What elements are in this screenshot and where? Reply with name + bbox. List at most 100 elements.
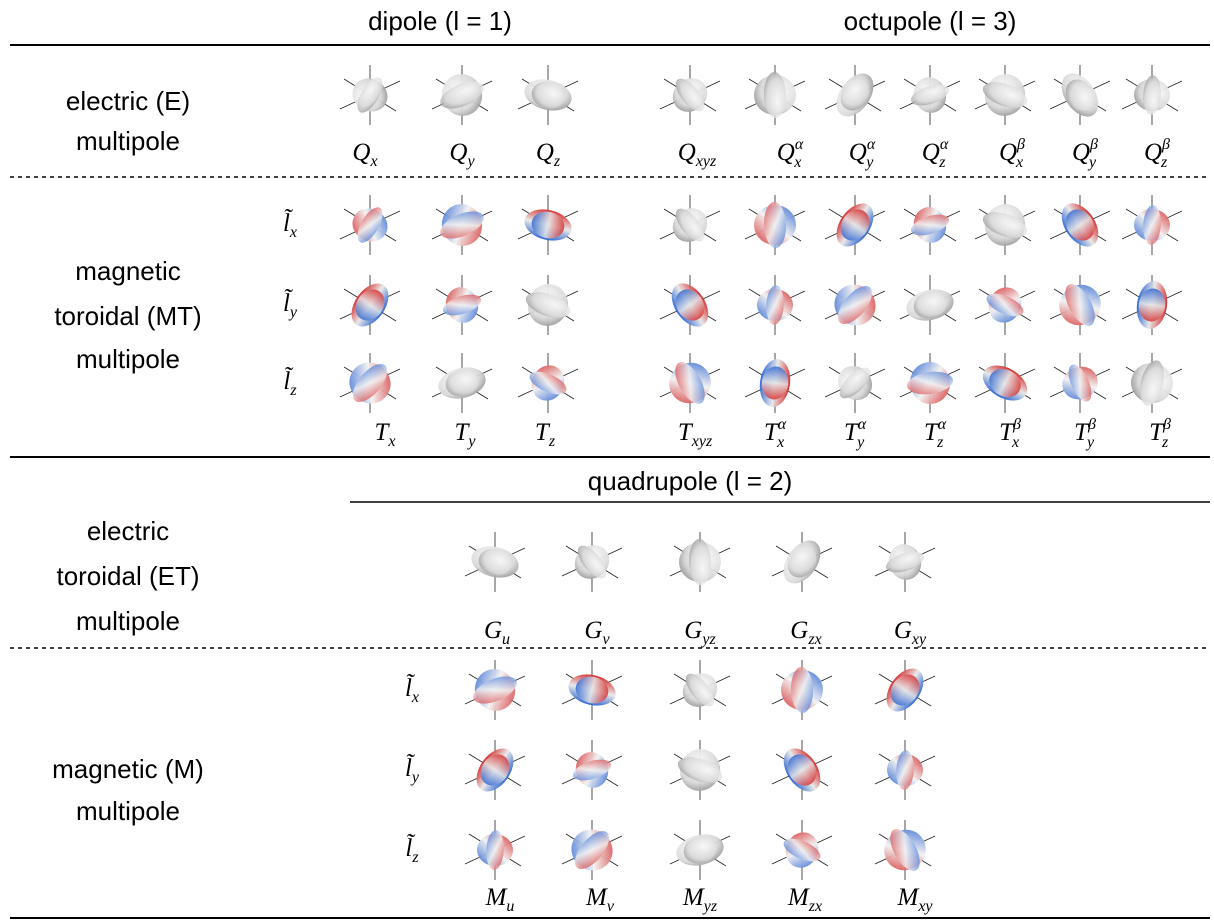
symbol-main: M	[896, 884, 919, 911]
lobe	[525, 292, 571, 318]
symbol-main: T	[535, 419, 551, 446]
symbol-sub: u	[506, 898, 514, 915]
symbol-main: l̃	[283, 367, 293, 395]
symbol-sub: z	[1160, 154, 1168, 171]
symbol-sub: xyz	[695, 153, 717, 170]
symbol-sup: α	[940, 136, 949, 153]
row-label: multipole	[76, 796, 180, 826]
symbol-sub: x	[289, 224, 297, 241]
orbital-shape	[464, 532, 526, 592]
symbol-main: l̃	[405, 674, 415, 702]
symbol-main: l̃	[405, 834, 415, 862]
symbol-sub: y	[855, 434, 865, 451]
symbol-main: l̃	[283, 289, 293, 317]
symbol-sub: yz	[702, 898, 718, 915]
symbol-sub: x	[1011, 434, 1019, 451]
lobe	[1068, 364, 1092, 402]
symbol-sup: α	[858, 416, 867, 433]
symbol-main: Q	[536, 139, 554, 166]
orbital-shape	[431, 65, 493, 125]
lobe	[896, 750, 914, 790]
symbol-sub: v	[602, 631, 610, 648]
lobe	[352, 363, 388, 403]
orbital-shape	[339, 353, 401, 413]
symbol-sub: xyz	[691, 433, 713, 450]
symbol-sub: z	[938, 154, 946, 171]
orbital-shape	[669, 660, 731, 720]
lobe	[531, 211, 565, 239]
orbital-shape	[669, 820, 731, 880]
symbol: Txyz	[678, 419, 713, 450]
lobe	[529, 371, 567, 395]
lobe	[885, 551, 925, 573]
orbital-shape	[824, 275, 886, 335]
symbol-sub: z	[936, 434, 944, 451]
symbol-main: G	[790, 617, 808, 644]
lobe	[763, 201, 787, 249]
symbol-sub: v	[607, 898, 615, 915]
lobe	[890, 674, 920, 706]
symbol-main: Q	[777, 139, 795, 166]
symbol-main: M	[585, 884, 608, 911]
symbol-main: Q	[999, 139, 1017, 166]
lobe	[766, 285, 784, 325]
lobe	[890, 829, 920, 871]
symbol-sub: x	[387, 433, 395, 450]
symbol: Gzx	[790, 617, 821, 648]
orbital-shape	[1049, 353, 1111, 413]
orbital-shape	[431, 353, 493, 413]
orbital-shape	[339, 275, 401, 335]
symbol-sup: α	[867, 136, 876, 153]
orbital-shape	[464, 820, 526, 880]
lobe	[473, 676, 517, 704]
lobe	[574, 830, 610, 870]
orbital-shape	[659, 353, 721, 413]
orbital-shape	[771, 660, 833, 720]
lobe	[1143, 205, 1161, 245]
symbol-main: G	[894, 617, 912, 644]
orbital-shape	[744, 65, 806, 125]
lobe	[763, 71, 787, 119]
symbol-main: T	[374, 419, 390, 446]
symbol-sub: z	[1161, 434, 1169, 451]
lobe	[907, 371, 953, 395]
orbital-shape	[1049, 195, 1111, 255]
symbol: Gxy	[894, 617, 927, 648]
symbol-sub: x	[369, 153, 377, 170]
symbol-sub: y	[410, 769, 420, 786]
orbital-shape	[561, 532, 623, 592]
symbol-sub: x	[411, 689, 419, 706]
symbol-main: T	[1149, 419, 1165, 446]
symbol-sub: y	[288, 304, 298, 321]
symbol-main: Q	[1072, 139, 1090, 166]
orbital-shape	[874, 820, 936, 880]
symbol-main: Q	[1144, 139, 1162, 166]
symbol-main: T	[924, 419, 940, 446]
orbital-shape	[974, 195, 1036, 255]
orbital-shape	[561, 740, 623, 800]
header: dipole (l = 1)	[368, 6, 512, 36]
orbital-shape	[771, 740, 833, 800]
orbital-shape	[517, 195, 579, 255]
lobe	[445, 369, 479, 397]
symbol: l̃z	[283, 367, 297, 399]
lobe	[840, 79, 870, 111]
symbol-sup: β	[1161, 136, 1170, 153]
symbol: Mv	[585, 884, 615, 915]
symbol: l̃x	[283, 209, 297, 241]
orbital-shape	[974, 353, 1036, 413]
symbol-sup: α	[795, 136, 804, 153]
orbital-shape	[744, 275, 806, 335]
symbol: l̃y	[283, 289, 298, 321]
lobe	[478, 548, 512, 576]
symbol-main: T	[454, 419, 470, 446]
lobe	[910, 84, 950, 106]
lobe	[685, 673, 715, 707]
lobe	[1138, 288, 1166, 322]
orbital-shape	[824, 353, 886, 413]
symbol: Qy	[449, 139, 475, 170]
lobe	[572, 759, 612, 781]
symbol-sup: α	[778, 416, 787, 433]
header: octupole (l = 3)	[844, 6, 1017, 36]
